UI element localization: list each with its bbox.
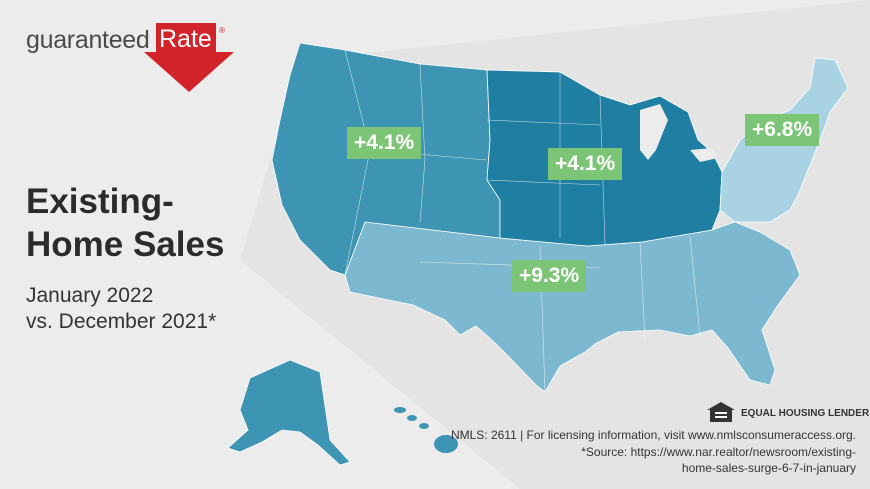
title-line-2: Home Sales — [26, 225, 225, 264]
equal-housing-lender-label: EQUAL HOUSING LENDER — [741, 408, 870, 419]
source-line-2: home-sales-surge-6-7-in-january — [681, 461, 856, 475]
logo-arrow-icon — [144, 52, 234, 92]
logo-text-rate: Rate — [156, 23, 216, 56]
nmls-text: NMLS: 2611 | For licensing information, … — [450, 428, 856, 442]
equal-housing-icon — [707, 402, 735, 422]
badge-west: +4.1% — [347, 127, 422, 159]
region-west — [271, 42, 501, 276]
region-south — [344, 221, 801, 393]
badge-northeast: +6.8% — [745, 114, 820, 146]
title-line-1: Existing- — [26, 182, 174, 221]
badge-south: +9.3% — [512, 260, 587, 292]
subtitle-line-1: January 2022 — [26, 284, 154, 307]
source-line-1: *Source: https://www.nar.realtor/newsroo… — [581, 445, 856, 459]
badge-midwest: +4.1% — [548, 148, 623, 180]
region-hawaii — [394, 407, 458, 453]
great-lakes — [640, 104, 718, 162]
logo-registered-mark: ® — [219, 26, 225, 35]
logo-text-guaranteed: guaranteed — [26, 26, 150, 54]
region-alaska — [227, 359, 351, 466]
subtitle-line-2: vs. December 2021* — [26, 310, 217, 333]
guaranteed-rate-logo[interactable]: guaranteed Rate ® — [26, 20, 246, 92]
page-subtitle: January 2022 vs. December 2021* — [26, 283, 216, 335]
page-title: Existing- Home Sales — [26, 180, 224, 266]
